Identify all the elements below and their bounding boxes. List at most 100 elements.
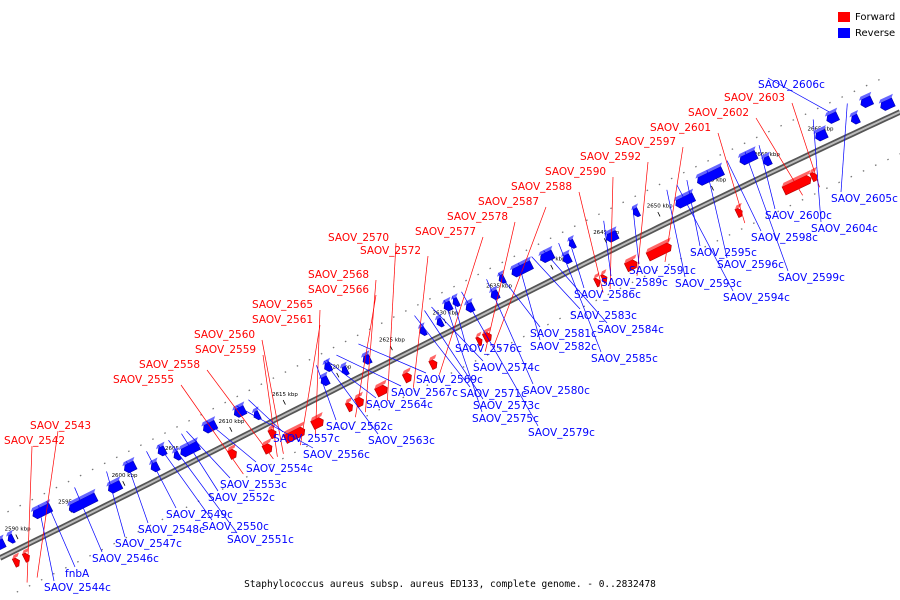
reverse-gene-label: SAOV_2591c [629,265,696,277]
forward-gene-box [282,421,306,444]
forward-leader [26,445,33,583]
reverse-leader [248,399,284,433]
scale-tick [603,238,607,244]
forward-leader [300,324,321,446]
reverse-leader [106,471,126,538]
forward-gene-label: SAOV_2543 [30,420,91,432]
reverse-leader [543,250,608,324]
scale-tick [282,399,286,405]
reverse-leader [236,405,314,449]
forward-gene-label: SAOV_2597 [615,136,676,148]
forward-gene-label: SAOV_2566 [308,284,369,296]
forward-gene-label: SAOV_2565 [252,299,313,311]
forward-leader [262,354,278,457]
reverse-gene-label: SAOV_2553c [220,479,287,491]
forward-leader [484,221,516,352]
forward-gene-box [428,354,438,370]
reverse-gene-box [434,313,445,328]
reverse-leader [158,445,213,521]
reverse-leader [336,354,402,387]
reverse-gene-label: SAOV_2569c [416,374,483,386]
reverse-gene-box [824,107,840,124]
reverse-gene-label: SAOV_2575c [472,413,539,425]
scale-tick-label: 2630 kbp [433,310,459,316]
reverse-leader [666,189,686,278]
reverse-leader [518,263,541,341]
forward-gene-label: SAOV_2559 [195,344,256,356]
gene-labels: SAOV_2542 SAOV_2543 SAOV_2555 SAOV_2558 SAOV… [4,79,898,594]
reverse-gene-label: SAOV_2557c [273,433,340,445]
reverse-leader [431,306,484,362]
forward-gene-label: SAOV_2572 [360,245,421,257]
reverse-gene-box [30,499,54,520]
reverse-leader [38,505,55,582]
forward-gene-box [261,438,273,455]
reverse-leader [568,238,585,289]
forward-gene-box [310,412,324,430]
forward-gene-label: SAOV_2561 [252,314,313,326]
reverse-gene-label: SAOV_2563c [368,435,435,447]
reverse-gene-label: SAOV_2583c [570,310,637,322]
reverse-gene-box [106,476,124,494]
reverse-gene-box [67,488,99,514]
reverse-leader [632,206,640,265]
reverse-gene-box [604,226,620,243]
forward-leader [365,279,377,413]
reverse-gene-box [878,93,896,111]
forward-gene-label: SAOV_2601 [650,122,711,134]
forward-gene-box [734,202,743,219]
forward-gene-box [623,254,638,273]
forward-gene-label: SAOV_2588 [511,181,572,193]
forward-leader [261,339,284,454]
genome-backbone [0,109,900,561]
reverse-gene-label: SAOV_2567c [391,387,458,399]
forward-gene-label: SAOV_2592 [580,151,641,163]
legend: Forward Reverse [838,9,895,41]
reverse-gene-box [761,151,773,167]
reverse-leader [444,300,483,413]
reverse-gene-box [201,416,219,434]
reverse-gene-label: SAOV_2586c [574,289,641,301]
reverse-leader [452,296,466,343]
reverse-leader [744,151,789,272]
scale-tick-label: 2590 kbp [5,526,31,532]
reverse-leader [558,243,602,353]
reverse-gene-label: SAOV_2579c [528,427,595,439]
fnbA-gene-label: fnbA [65,568,90,580]
forward-leader [755,117,803,196]
reverse-gene-label: SAOV_2562c [326,421,393,433]
forward-gene-label: SAOV_2603 [724,92,785,104]
forward-leader [206,369,274,460]
forward-gene-box [374,379,388,398]
reverse-gene-label: SAOV_2589c [601,277,668,289]
reverse-leader [46,501,76,568]
scale-tick [550,264,554,270]
label-leaders [26,77,848,583]
forward-gene-label: SAOV_2577 [415,226,476,238]
backbone-highlight [0,111,900,559]
reverse-leader [840,103,848,193]
legend-forward: Forward [838,9,895,25]
reverse-gene-box [849,109,861,125]
forward-gene-label: SAOV_2568 [308,269,369,281]
reverse-gene-label: SAOV_2547c [115,538,182,550]
forward-leader [315,309,321,438]
forward-leader [387,242,397,402]
reverse-leader [531,256,581,310]
reverse-leader [206,420,257,463]
reverse-gene-box [417,322,428,336]
forward-gene-box [600,269,608,284]
reverse-leader [168,440,238,534]
reverse-gene-label: SAOV_2582c [530,341,597,353]
reverse-leader [74,487,103,553]
reverse-gene-label: SAOV_2594c [723,292,790,304]
scale-tick-label: 2605 kbp [165,446,191,452]
reverse-leader [186,430,231,479]
reverse-leader [316,365,337,421]
reverse-gene-box [251,406,262,421]
reverse-gene-label: SAOV_2606c [758,79,825,91]
reverse-gene-box [858,91,875,108]
reverse-gene-label: SAOV_2564c [366,399,433,411]
forward-leader [492,206,547,348]
